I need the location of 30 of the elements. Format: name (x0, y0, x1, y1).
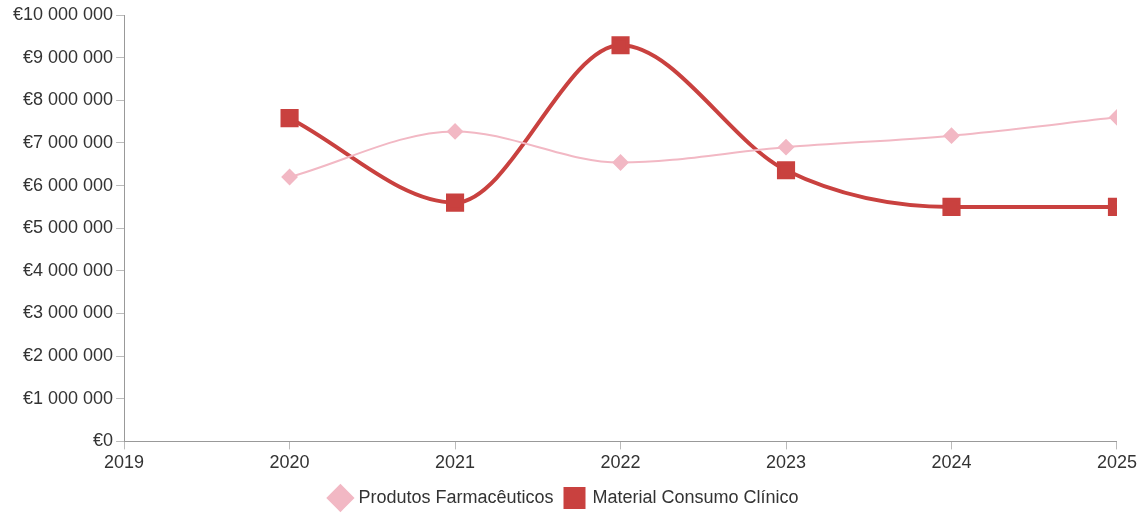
y-tick-label: €1 000 000 (23, 387, 114, 408)
y-tick-label: €6 000 000 (23, 174, 114, 195)
point (942, 197, 961, 216)
point (776, 161, 796, 180)
point (611, 36, 630, 55)
y-tick-label: €10 000 000 (12, 3, 114, 24)
point (447, 123, 464, 140)
x-tick-label: 2025 (1096, 452, 1137, 473)
y-tick-label: €9 000 000 (23, 46, 114, 67)
point (778, 139, 795, 156)
x-tick-label: 2019 (104, 452, 145, 473)
y-tick-label: €0 (93, 430, 114, 451)
x-tick-label: 2020 (269, 452, 310, 473)
y-tick-label: €3 000 000 (23, 302, 114, 323)
legend-label: Produtos Farmacêuticos (358, 486, 554, 507)
y-tick-label: €4 000 000 (23, 259, 114, 280)
x-tick-label: 2021 (435, 452, 476, 473)
x-tick-label: 2022 (600, 452, 641, 473)
point (943, 127, 960, 144)
y-tick-label: €2 000 000 (23, 345, 114, 366)
x-tick-label: 2024 (931, 452, 972, 473)
legend-label: Material Consumo Clínico (592, 486, 799, 507)
point (280, 109, 299, 128)
y-tick-label: €7 000 000 (23, 131, 114, 152)
point (445, 193, 465, 212)
x-tick-label: 2023 (766, 452, 807, 473)
point (281, 169, 298, 186)
y-tick-label: €5 000 000 (23, 217, 114, 238)
point (612, 154, 629, 171)
y-tick-label: €8 000 000 (23, 89, 114, 110)
